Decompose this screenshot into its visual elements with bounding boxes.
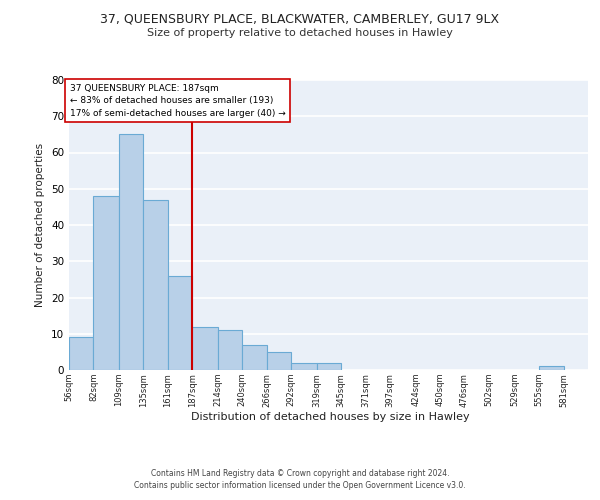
Bar	[69, 338, 94, 370]
Bar	[193, 326, 218, 370]
Bar	[267, 352, 291, 370]
Bar	[291, 363, 317, 370]
Text: 37, QUEENSBURY PLACE, BLACKWATER, CAMBERLEY, GU17 9LX: 37, QUEENSBURY PLACE, BLACKWATER, CAMBER…	[100, 12, 500, 26]
Bar	[143, 200, 168, 370]
Bar	[94, 196, 119, 370]
Bar	[539, 366, 563, 370]
Bar	[317, 363, 341, 370]
Bar	[168, 276, 193, 370]
Bar	[242, 344, 267, 370]
Bar	[218, 330, 242, 370]
Text: Distribution of detached houses by size in Hawley: Distribution of detached houses by size …	[191, 412, 469, 422]
Text: 37 QUEENSBURY PLACE: 187sqm
← 83% of detached houses are smaller (193)
17% of se: 37 QUEENSBURY PLACE: 187sqm ← 83% of det…	[70, 84, 286, 117]
Y-axis label: Number of detached properties: Number of detached properties	[35, 143, 46, 307]
Text: Size of property relative to detached houses in Hawley: Size of property relative to detached ho…	[147, 28, 453, 38]
Bar	[119, 134, 143, 370]
Text: Contains HM Land Registry data © Crown copyright and database right 2024.
Contai: Contains HM Land Registry data © Crown c…	[134, 468, 466, 490]
